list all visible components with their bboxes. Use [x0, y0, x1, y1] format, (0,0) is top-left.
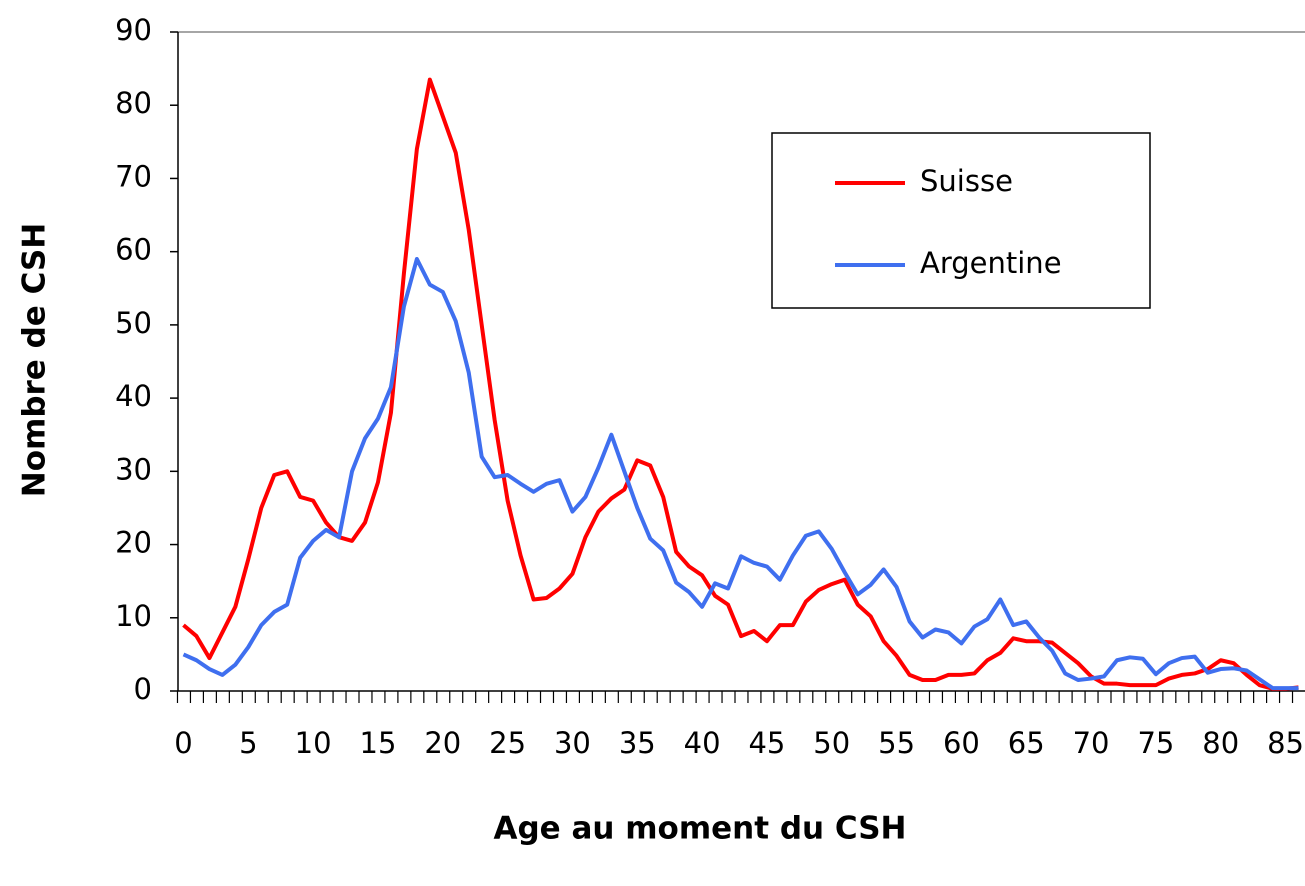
- x-tick-label: 35: [619, 726, 656, 760]
- x-tick-label: 25: [489, 726, 526, 760]
- y-tick-label: 10: [115, 599, 152, 633]
- data-line: [182, 77, 1299, 691]
- x-tick-label: 30: [554, 726, 591, 760]
- y-tick-label: 30: [115, 452, 152, 486]
- legend-box: [771, 132, 1151, 309]
- y-tick-label: 50: [115, 306, 152, 340]
- x-axis-title: Age au moment du CSH: [493, 811, 906, 847]
- x-tick-label: 55: [878, 726, 915, 760]
- y-tick-label: 70: [115, 159, 152, 193]
- y-tick-label: 0: [134, 672, 152, 706]
- y-tick-label: 60: [115, 233, 152, 267]
- legend-label: Argentine: [920, 246, 1062, 280]
- x-tick-label: 20: [424, 726, 461, 760]
- y-tick-label: 20: [115, 526, 152, 560]
- x-tick-label: 5: [239, 726, 257, 760]
- x-tick-label: 60: [943, 726, 980, 760]
- legend-label: Suisse: [920, 164, 1013, 198]
- x-tick-label: 75: [1137, 726, 1174, 760]
- x-tick-label: 70: [1073, 726, 1110, 760]
- x-tick-label: 10: [295, 726, 332, 760]
- x-tick-label: 50: [813, 726, 850, 760]
- x-tick-label: 40: [684, 726, 721, 760]
- x-tick-label: 15: [360, 726, 397, 760]
- y-axis-title: Nombre de CSH: [17, 223, 53, 497]
- x-tick-label: 65: [1008, 726, 1045, 760]
- x-tick-label: 80: [1202, 726, 1239, 760]
- data-line: [182, 256, 1299, 691]
- y-tick-label: 90: [115, 13, 152, 47]
- x-tick-label: 0: [174, 726, 192, 760]
- x-tick-label: 45: [748, 726, 785, 760]
- y-tick-label: 40: [115, 379, 152, 413]
- x-tick-label: 85: [1267, 726, 1304, 760]
- y-tick-label: 80: [115, 86, 152, 120]
